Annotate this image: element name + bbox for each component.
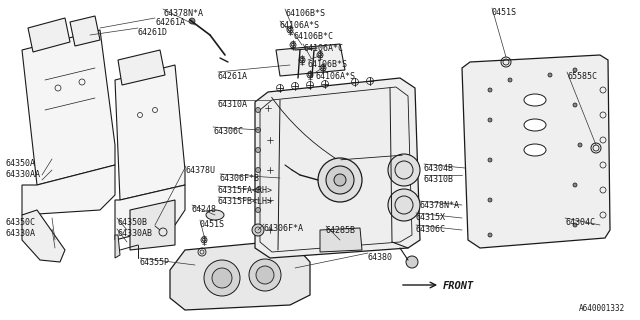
Text: 64306C: 64306C [213,127,243,136]
Ellipse shape [524,94,546,106]
Circle shape [255,167,260,172]
Circle shape [212,268,232,288]
Circle shape [573,183,577,187]
Polygon shape [130,200,175,250]
Polygon shape [170,240,310,310]
Circle shape [488,233,492,237]
Text: 64378N*A: 64378N*A [163,9,203,18]
Text: 0451S: 0451S [492,8,517,17]
Text: 64304C: 64304C [565,218,595,227]
Circle shape [488,118,492,122]
Circle shape [255,127,260,132]
Circle shape [573,68,577,72]
Circle shape [578,143,582,147]
Text: 64350C: 64350C [6,218,36,227]
Text: 64261A: 64261A [155,18,185,27]
Text: 64106A*C: 64106A*C [303,44,343,53]
Polygon shape [115,235,120,258]
Text: 64106A*S: 64106A*S [280,21,320,30]
Circle shape [573,223,577,227]
Text: 64315FB<LH>: 64315FB<LH> [218,197,273,206]
Text: 64350B: 64350B [117,218,147,227]
Text: 64330AA: 64330AA [6,170,41,179]
Ellipse shape [524,119,546,131]
Text: 65585C: 65585C [567,72,597,81]
Circle shape [488,158,492,162]
Circle shape [255,108,260,113]
Circle shape [488,88,492,92]
Circle shape [189,18,195,24]
Circle shape [334,174,346,186]
Polygon shape [115,185,185,240]
Text: 64306F*B: 64306F*B [220,174,260,183]
Circle shape [252,224,264,236]
Ellipse shape [524,144,546,156]
Text: 64355P: 64355P [140,258,170,267]
Circle shape [573,103,577,107]
Text: 64330AB: 64330AB [117,229,152,238]
Polygon shape [462,55,610,248]
Polygon shape [22,30,115,185]
Circle shape [406,256,418,268]
Circle shape [256,266,274,284]
Text: 0451S: 0451S [200,220,225,229]
Text: 64106B*S: 64106B*S [285,9,325,18]
Circle shape [255,228,260,233]
Circle shape [255,148,260,153]
Text: 64285B: 64285B [326,226,356,235]
Text: 64310A: 64310A [218,100,248,109]
Text: 64106B*S: 64106B*S [308,60,348,69]
Circle shape [318,158,362,202]
Text: 64261A: 64261A [218,72,248,81]
Circle shape [204,260,240,296]
Text: 64350A: 64350A [6,159,36,168]
Text: FRONT: FRONT [443,281,474,291]
Text: 64248: 64248 [192,205,217,214]
Text: 64330A: 64330A [6,229,36,238]
Circle shape [388,154,420,186]
Polygon shape [22,210,65,262]
Text: 64315FA<RH>: 64315FA<RH> [218,186,273,195]
Text: 64310B: 64310B [424,175,454,184]
Circle shape [488,198,492,202]
Circle shape [508,78,512,82]
Polygon shape [115,65,185,200]
Polygon shape [320,228,362,252]
Circle shape [388,189,420,221]
Polygon shape [118,50,165,85]
Polygon shape [70,16,100,46]
Text: 64261D: 64261D [138,28,168,37]
Text: A640001332: A640001332 [579,304,625,313]
Circle shape [255,207,260,212]
Circle shape [326,166,354,194]
Text: 64306C: 64306C [416,225,446,234]
Text: 64378U: 64378U [186,166,216,175]
Ellipse shape [206,210,224,220]
Polygon shape [276,44,345,76]
Text: 64306F*A: 64306F*A [264,224,304,233]
Circle shape [255,188,260,193]
Text: 64106B*C: 64106B*C [293,32,333,41]
Polygon shape [28,18,70,52]
Text: 64304B: 64304B [424,164,454,173]
Text: 64315X: 64315X [416,213,446,222]
Text: 64378N*A: 64378N*A [419,201,459,210]
Circle shape [548,73,552,77]
Text: 64380: 64380 [368,253,393,262]
Polygon shape [22,165,115,215]
Text: 64106A*S: 64106A*S [316,72,356,81]
Circle shape [249,259,281,291]
Polygon shape [255,78,420,258]
